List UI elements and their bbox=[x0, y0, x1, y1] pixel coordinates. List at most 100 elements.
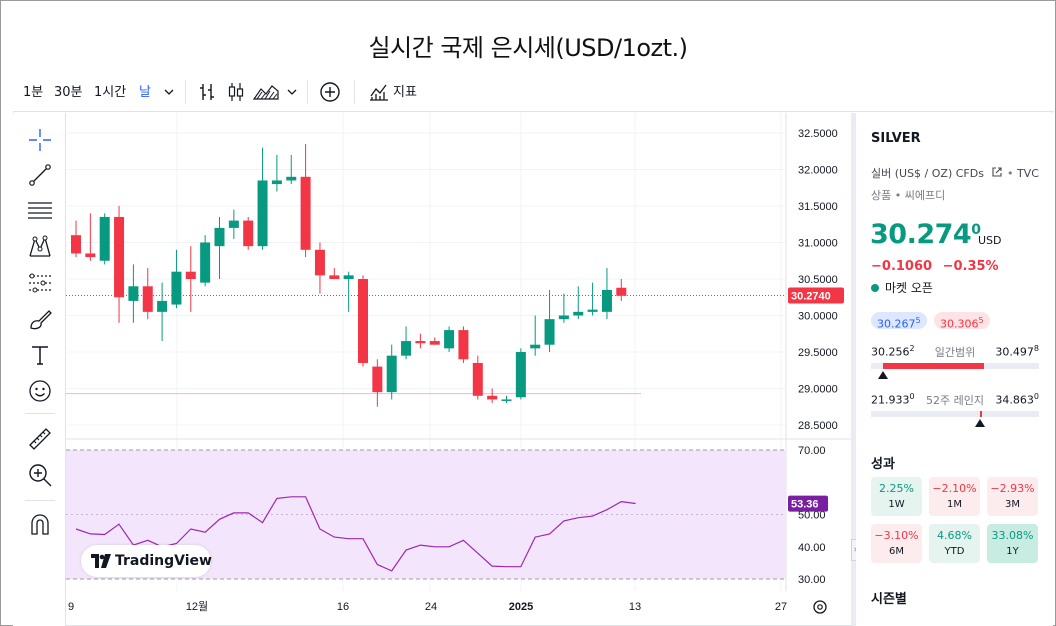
interval-dropdown-icon[interactable] bbox=[163, 83, 175, 101]
perf-ytd[interactable]: 4.68% YTD bbox=[929, 524, 980, 563]
ruler-icon[interactable] bbox=[27, 426, 53, 452]
tradingview-logo[interactable]: TradingView bbox=[81, 545, 212, 577]
area-chart-style-icon[interactable] bbox=[252, 81, 279, 100]
perf-6m[interactable]: −3.10% 6M bbox=[871, 524, 922, 563]
crosshair-icon[interactable] bbox=[27, 127, 53, 153]
candle-body bbox=[200, 242, 211, 283]
perf-1y[interactable]: 33.08% 1Y bbox=[987, 524, 1038, 563]
perf-value: 2.25% bbox=[879, 482, 914, 495]
candle-body bbox=[314, 249, 325, 276]
fib-retracement-icon[interactable] bbox=[27, 198, 53, 224]
pattern-tool-icon[interactable] bbox=[27, 234, 53, 260]
magnet-icon[interactable] bbox=[27, 512, 53, 538]
forecast-tool-icon[interactable] bbox=[27, 270, 53, 296]
candle-body bbox=[114, 216, 125, 298]
bid-price-badge: 30.2675 bbox=[871, 312, 927, 331]
candle-body bbox=[128, 286, 139, 301]
bar-chart-style-icon[interactable] bbox=[198, 81, 216, 100]
perf-1w[interactable]: 2.25% 1W bbox=[871, 477, 922, 516]
candle-body bbox=[487, 395, 498, 400]
perf-1m[interactable]: −2.10% 1M bbox=[929, 477, 980, 516]
candle-body bbox=[458, 330, 469, 360]
performance-title: 성과 bbox=[871, 457, 895, 472]
price-tick-label: 31.5000 bbox=[798, 201, 838, 213]
perf-value: −2.93% bbox=[990, 482, 1035, 495]
interval-day-button[interactable]: 날 bbox=[139, 85, 151, 100]
symbol-category: 상품 • 씨에프디 bbox=[871, 189, 946, 202]
price-tick-label: 29.0000 bbox=[798, 384, 838, 396]
indicators-icon[interactable] bbox=[368, 81, 390, 101]
market-status-dot bbox=[871, 284, 879, 292]
price-tick-label: 30.0000 bbox=[798, 311, 838, 323]
rsi-value-label: 53.36 bbox=[788, 495, 828, 512]
price-tick-label: 30.5000 bbox=[798, 274, 838, 286]
ask-price-badge: 30.3065 bbox=[934, 312, 990, 331]
week52-range-label: 52주 레인지 bbox=[926, 394, 984, 407]
chart-style-dropdown-icon[interactable] bbox=[286, 83, 298, 101]
day-range-high: 30.4978 bbox=[995, 344, 1039, 359]
perf-value: 33.08% bbox=[991, 529, 1034, 542]
chart-toolbar: 1분 30분 1시간 날 지표 bbox=[13, 72, 1054, 112]
time-tick-label: 24 bbox=[425, 601, 437, 613]
symbol-details-panel: SILVER 실버 (US$ / OZ) CFDs • TVC 상품 • 씨에프… bbox=[856, 113, 1053, 626]
day-range-label: 일간범위 bbox=[934, 346, 976, 359]
last-price: 30.2740 bbox=[870, 219, 981, 250]
candle-body bbox=[573, 311, 584, 316]
drawing-toolbar bbox=[13, 113, 66, 626]
candle-body bbox=[616, 287, 627, 296]
tradingview-brand: TradingView bbox=[115, 553, 212, 569]
time-tick-label: 9 bbox=[68, 601, 74, 613]
symbol-description-text[interactable]: 실버 (US$ / OZ) CFDs bbox=[871, 167, 984, 180]
indicators-button[interactable]: 지표 bbox=[393, 85, 417, 100]
tradingview-logo-icon bbox=[91, 554, 111, 568]
day-range-low: 30.2562 bbox=[871, 344, 915, 359]
candle-body bbox=[515, 352, 526, 398]
interval-1m-button[interactable]: 1분 bbox=[23, 85, 44, 100]
perf-3m[interactable]: −2.93% 3M bbox=[987, 477, 1038, 516]
candle-body bbox=[429, 341, 440, 345]
price-currency: USD bbox=[978, 234, 1002, 247]
week52-range-low: 21.9330 bbox=[871, 392, 915, 407]
symbol-name[interactable]: SILVER bbox=[871, 131, 921, 146]
emoji-icon[interactable] bbox=[27, 378, 53, 404]
zoom-in-icon[interactable] bbox=[27, 462, 53, 488]
candle-chart-style-icon[interactable] bbox=[227, 81, 245, 101]
settings-gear-icon[interactable] bbox=[813, 600, 827, 614]
rsi-tick-label: 40.00 bbox=[798, 542, 826, 554]
interval-30m-button[interactable]: 30분 bbox=[54, 85, 83, 100]
compare-add-icon[interactable] bbox=[319, 81, 341, 102]
week52-range-high: 34.8630 bbox=[995, 392, 1039, 407]
toolbar-divider bbox=[307, 80, 308, 104]
price-tick-label: 32.0000 bbox=[798, 165, 838, 177]
perf-period: 1Y bbox=[1006, 546, 1019, 557]
candle-body bbox=[601, 289, 612, 312]
week52-range-bar bbox=[871, 411, 1039, 417]
time-tick-label: 27 bbox=[775, 601, 787, 613]
candle-body bbox=[415, 341, 426, 344]
candle-body bbox=[185, 271, 196, 279]
candle-body bbox=[444, 330, 455, 349]
seasonals-title: 시즌별 bbox=[871, 592, 907, 607]
week52-range-marker bbox=[975, 419, 986, 427]
last-price-main: 30.274 bbox=[870, 219, 972, 250]
text-tool-icon[interactable] bbox=[27, 342, 53, 368]
candle-body bbox=[142, 286, 153, 312]
last-price-label: 30.2740 bbox=[788, 287, 844, 304]
candle-body bbox=[157, 300, 168, 312]
rsi-tick-label: 50.00 bbox=[798, 510, 826, 522]
candle-body bbox=[558, 315, 569, 320]
exchange-name[interactable]: TVC bbox=[1016, 167, 1039, 180]
day-range-marker bbox=[877, 371, 888, 379]
price-tick-label: 29.5000 bbox=[798, 347, 838, 359]
trend-line-icon[interactable] bbox=[27, 162, 53, 188]
bid-price-fraction: 5 bbox=[915, 316, 921, 325]
candle-body bbox=[544, 319, 555, 345]
price-tick-label: 31.0000 bbox=[798, 238, 838, 250]
external-link-icon[interactable] bbox=[991, 166, 1003, 178]
price-tick-label: 32.5000 bbox=[798, 128, 838, 140]
candle-body bbox=[71, 235, 81, 254]
perf-period: 3M bbox=[1005, 499, 1020, 510]
candle-body bbox=[530, 344, 541, 349]
brush-icon[interactable] bbox=[27, 306, 53, 332]
interval-1h-button[interactable]: 1시간 bbox=[94, 85, 127, 100]
